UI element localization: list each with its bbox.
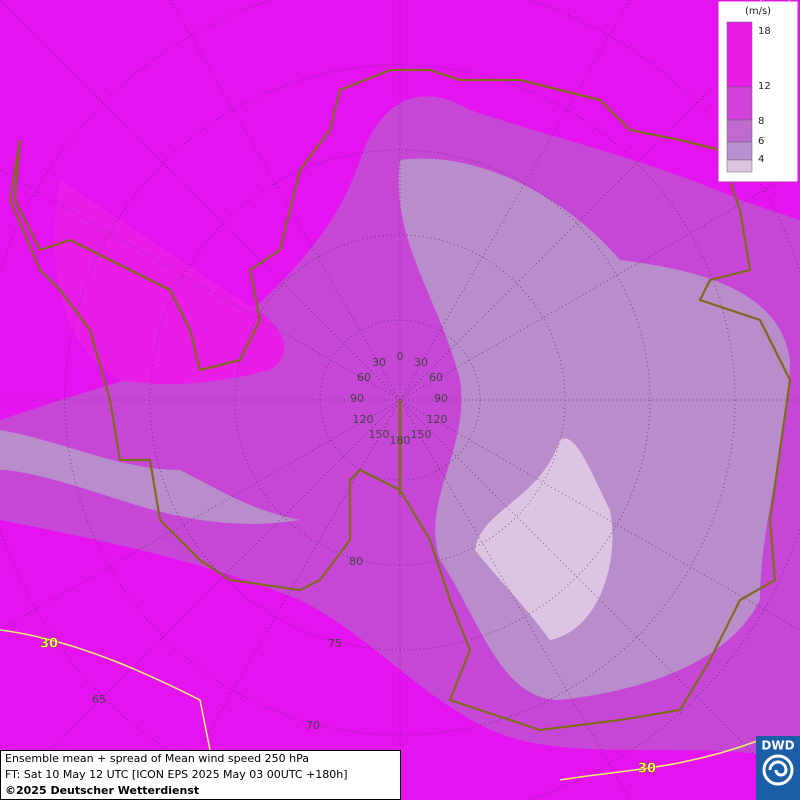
legend: (m/s) 18 12 8 6 4	[717, 0, 799, 183]
footer-title: Ensemble mean + spread of Mean wind spee…	[5, 752, 309, 765]
latitude-label: 80	[349, 555, 363, 568]
footer-box	[0, 750, 401, 800]
logo-swirl	[762, 754, 794, 786]
latitude-label: 65	[92, 693, 106, 706]
legend-swatch	[726, 86, 753, 121]
longitude-label: 30	[414, 356, 428, 369]
contour-label: 30	[638, 762, 656, 777]
legend-level: 8	[758, 116, 764, 127]
longitude-label: 60	[429, 371, 443, 384]
longitude-label: 90	[434, 392, 448, 405]
longitude-label: 120	[427, 413, 448, 426]
longitude-label: 120	[353, 413, 374, 426]
footer-forecast: FT: Sat 10 May 12 UTC [ICON EPS 2025 May…	[5, 768, 348, 781]
legend-swatch	[726, 159, 753, 173]
legend-level: 6	[758, 136, 764, 147]
footer-copyright: ©2025 Deutscher Wetterdienst	[5, 784, 199, 797]
longitude-label: 30	[372, 356, 386, 369]
contour-line	[0, 629, 211, 751]
longitude-label: 150	[411, 428, 432, 441]
legend-unit: (m/s)	[745, 6, 771, 17]
logo-text: DWD	[761, 739, 794, 753]
contour-line	[559, 739, 761, 781]
longitude-label: 90	[350, 392, 364, 405]
legend-level: 4	[758, 154, 764, 165]
longitude-label: 60	[357, 371, 371, 384]
longitude-label: 180	[390, 434, 411, 447]
field-12-18	[54, 180, 285, 385]
longitude-label: 0	[397, 350, 404, 363]
longitude-label: 150	[369, 428, 390, 441]
legend-level: 12	[758, 81, 771, 92]
coastline	[8, 68, 792, 732]
legend-swatch	[726, 141, 753, 161]
legend-level: 18	[758, 26, 771, 37]
field-4-6-west	[0, 430, 300, 524]
contour-label: 30	[40, 637, 58, 652]
legend-swatch	[726, 21, 753, 88]
latitude-label: 70	[306, 719, 320, 732]
latitude-label: 75	[328, 637, 342, 650]
legend-swatch	[726, 119, 753, 143]
